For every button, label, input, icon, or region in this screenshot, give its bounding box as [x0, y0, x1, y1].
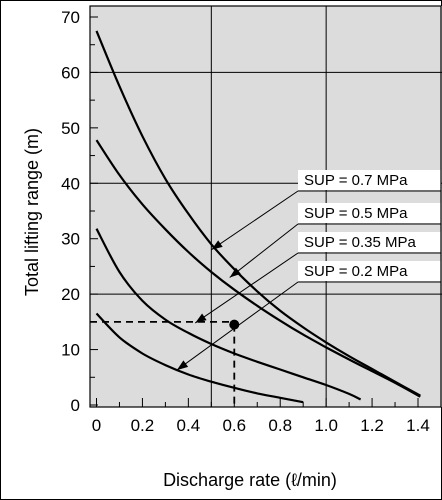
x-tick-labels: 0 0.2 0.4 0.6 0.8 1.0 1.2 1.4	[92, 416, 430, 435]
y-tick-label: 30	[61, 230, 80, 249]
y-tick-label: 20	[61, 285, 80, 304]
callout-leader-0	[211, 190, 299, 251]
x-tick-label: 0.6	[222, 416, 246, 435]
callout-box-2	[298, 232, 441, 252]
x-tick-label: 1.4	[406, 416, 430, 435]
minor-ticks	[90, 16, 419, 407]
callout-leader-1	[229, 223, 299, 278]
y-tick-label: 40	[61, 174, 80, 193]
series-line-3	[95, 312, 304, 404]
x-tick-label: 0.8	[268, 416, 292, 435]
callout-leader-3	[176, 281, 299, 371]
callouts: SUP = 0.7 MPa SUP = 0.5 MPa SUP = 0.35 MPa…	[176, 170, 441, 371]
x-axis-title: Discharge rate (ℓ/min)	[163, 470, 337, 490]
y-tick-label: 60	[61, 63, 80, 82]
callout-label-2: SUP = 0.35 MPa	[304, 234, 417, 251]
y-tick-label: 0	[71, 396, 80, 415]
callout-box-3	[298, 261, 441, 281]
y-tick-label: 70	[61, 8, 80, 27]
callout-arrowhead-3	[176, 360, 189, 371]
callout-leader-2	[194, 252, 299, 324]
x-tick-label: 0.4	[177, 416, 201, 435]
x-tick-label: 0	[92, 416, 101, 435]
callout-arrowhead-1	[229, 267, 241, 278]
y-tick-label: 50	[61, 119, 80, 138]
callout-box-1	[298, 203, 441, 223]
y-axis-title: Total lifting range (m)	[22, 128, 42, 296]
callout-arrowhead-2	[195, 313, 207, 323]
series-line-0	[95, 30, 421, 397]
x-tick-label: 1.0	[314, 416, 338, 435]
callout-arrowhead-0	[211, 240, 223, 250]
callout-label-0: SUP = 0.7 MPa	[304, 172, 408, 189]
x-tick-label: 1.2	[360, 416, 384, 435]
x-tick-label: 0.2	[131, 416, 155, 435]
callout-box-0	[298, 170, 441, 190]
plot-frame	[89, 5, 442, 408]
y-tick-label: 10	[61, 341, 80, 360]
callout-label-3: SUP = 0.2 MPa	[304, 263, 408, 280]
series-line-1	[95, 139, 421, 398]
callout-label-1: SUP = 0.5 MPa	[304, 205, 408, 222]
y-tick-labels: 0 10 20 30 40 50 60 70	[61, 8, 80, 415]
